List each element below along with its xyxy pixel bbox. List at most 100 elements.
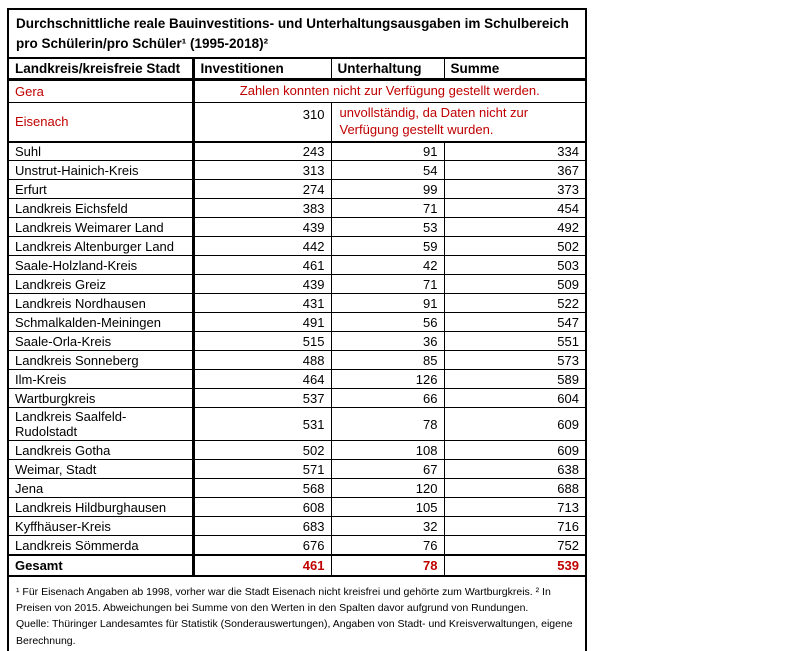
header-row: Landkreis/kreisfreie Stadt Investitionen… (7, 57, 587, 82)
investitionen-value: 461 (192, 255, 332, 276)
investitionen-value: 464 (192, 369, 332, 390)
unterhaltung-value: 59 (330, 236, 445, 257)
unterhaltung-value: 85 (330, 350, 445, 371)
table-row: Landkreis Gotha 502 108 609 (7, 440, 587, 461)
table-row: Landkreis Altenburger Land 442 59 502 (7, 236, 587, 257)
table-row: Landkreis Nordhausen 431 91 522 (7, 293, 587, 314)
district-name: Landkreis Greiz (7, 274, 195, 295)
summe-value: 522 (443, 293, 587, 314)
summe-value: 367 (443, 160, 587, 181)
unterhaltung-value: 126 (330, 369, 445, 390)
column-header-investitionen: Investitionen (192, 57, 332, 82)
summe-value: 752 (443, 535, 587, 556)
table-row: Landkreis Hildburghausen 608 105 713 (7, 497, 587, 518)
summe-value: 502 (443, 236, 587, 257)
unterhaltung-value: 42 (330, 255, 445, 276)
column-header-landkreis: Landkreis/kreisfreie Stadt (7, 57, 195, 82)
summe-value: 609 (443, 407, 587, 442)
total-summe-value: 539 (443, 553, 587, 577)
footnote-row: ¹ Für Eisenach Angaben ab 1998, vorher w… (8, 575, 586, 651)
table-container: Durchschnittliche reale Bauinvestitions-… (7, 8, 587, 651)
total-label: Gesamt (7, 553, 195, 577)
unterhaltung-value: 78 (330, 407, 445, 442)
district-name: Landkreis Sömmerda (7, 535, 195, 556)
district-name: Landkreis Eichsfeld (7, 198, 195, 219)
investitionen-value: 274 (192, 179, 332, 200)
table-row: Erfurt 274 99 373 (7, 179, 587, 200)
table-title: Durchschnittliche reale Bauinvestitions-… (7, 8, 587, 60)
district-name: Landkreis Altenburger Land (7, 236, 195, 257)
column-header-summe: Summe (443, 57, 587, 82)
investitionen-value: 568 (192, 478, 332, 499)
table-row: Unstrut-Hainich-Kreis 313 54 367 (7, 160, 587, 181)
investitionen-value: 491 (192, 312, 332, 333)
unterhaltung-value: 105 (330, 497, 445, 518)
summe-value: 454 (443, 198, 587, 219)
summe-value: 334 (443, 141, 587, 162)
total-unterhaltung-value: 78 (330, 553, 445, 577)
investitionen-value: 310 (192, 102, 332, 143)
missing-data-note: Zahlen konnten nicht zur Verfügung geste… (192, 79, 587, 104)
table-row: Suhl 243 91 334 (7, 141, 587, 162)
district-name: Jena (7, 478, 195, 499)
district-name: Weimar, Stadt (7, 459, 195, 480)
investitionen-value: 502 (192, 440, 332, 461)
investitionen-value: 488 (192, 350, 332, 371)
district-name: Landkreis Sonneberg (7, 350, 195, 371)
district-name: Landkreis Saalfeld-Rudolstadt (7, 407, 195, 442)
unterhaltung-value: 53 (330, 217, 445, 238)
district-name: Saale-Holzland-Kreis (7, 255, 195, 276)
summe-value: 589 (443, 369, 587, 390)
investitionen-value: 383 (192, 198, 332, 219)
district-name: Unstrut-Hainich-Kreis (7, 160, 195, 181)
district-name: Suhl (7, 141, 195, 162)
district-name: Kyffhäuser-Kreis (7, 516, 195, 537)
table-row: Schmalkalden-Meiningen 491 56 547 (7, 312, 587, 333)
footnote-section: ¹ Für Eisenach Angaben ab 1998, vorher w… (8, 575, 586, 651)
statistics-table: Durchschnittliche reale Bauinvestitions-… (7, 8, 587, 651)
total-row: Gesamt 461 78 539 (7, 553, 587, 577)
investitionen-value: 439 (192, 274, 332, 295)
table-row: Saale-Orla-Kreis 515 36 551 (7, 331, 587, 352)
table-row: Landkreis Greiz 439 71 509 (7, 274, 587, 295)
investitionen-value: 683 (192, 516, 332, 537)
footnote-text: ¹ Für Eisenach Angaben ab 1998, vorher w… (16, 585, 551, 615)
unterhaltung-value: 66 (330, 388, 445, 409)
column-header-unterhaltung: Unterhaltung (330, 57, 445, 82)
summe-value: 688 (443, 478, 587, 499)
summe-value: 492 (443, 217, 587, 238)
district-name: Ilm-Kreis (7, 369, 195, 390)
unterhaltung-value: 56 (330, 312, 445, 333)
table-row: Landkreis Sömmerda 676 76 752 (7, 535, 587, 556)
unterhaltung-value: 32 (330, 516, 445, 537)
table-row-eisenach: Eisenach 310 unvollständig, da Daten nic… (7, 102, 587, 143)
table-row: Landkreis Weimarer Land 439 53 492 (7, 217, 587, 238)
summe-value: 573 (443, 350, 587, 371)
table-row: Landkreis Eichsfeld 383 71 454 (7, 198, 587, 219)
unterhaltung-value: 91 (330, 141, 445, 162)
summe-value: 609 (443, 440, 587, 461)
table-row: Landkreis Saalfeld-Rudolstadt 531 78 609 (7, 407, 587, 442)
investitionen-value: 531 (192, 407, 332, 442)
district-name: Erfurt (7, 179, 195, 200)
district-name: Landkreis Nordhausen (7, 293, 195, 314)
summe-value: 604 (443, 388, 587, 409)
summe-value: 716 (443, 516, 587, 537)
district-name: Eisenach (7, 102, 195, 143)
table-row: Jena 568 120 688 (7, 478, 587, 499)
investitionen-value: 439 (192, 217, 332, 238)
investitionen-value: 243 (192, 141, 332, 162)
unterhaltung-value: 120 (330, 478, 445, 499)
district-name: Schmalkalden-Meiningen (7, 312, 195, 333)
unterhaltung-value: 99 (330, 179, 445, 200)
investitionen-value: 676 (192, 535, 332, 556)
summe-value: 547 (443, 312, 587, 333)
unterhaltung-value: 108 (330, 440, 445, 461)
district-name: Wartburgkreis (7, 388, 195, 409)
summe-value: 551 (443, 331, 587, 352)
table-row: Landkreis Sonneberg 488 85 573 (7, 350, 587, 371)
investitionen-value: 442 (192, 236, 332, 257)
table-row: Weimar, Stadt 571 67 638 (7, 459, 587, 480)
table-row: Saale-Holzland-Kreis 461 42 503 (7, 255, 587, 276)
